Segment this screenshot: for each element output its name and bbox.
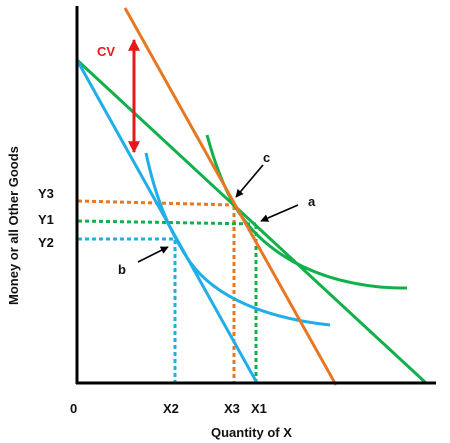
y-tick-label-y2: Y2 xyxy=(38,235,54,250)
origin-label: 0 xyxy=(70,401,77,416)
x-axis-title: Quantity of X xyxy=(211,425,292,440)
budget-line-compensated xyxy=(123,7,338,386)
budget-line-new xyxy=(75,59,259,384)
x-tick-label-x2: X2 xyxy=(163,401,179,416)
point-label-a: a xyxy=(308,194,316,209)
point-label-c: c xyxy=(263,150,270,165)
y-axis-title: Money or all Other Goods xyxy=(6,146,21,305)
y-tick-label-y3: Y3 xyxy=(38,186,54,201)
indifference-curve-original xyxy=(205,134,408,290)
pointer-arrow-a xyxy=(260,204,299,222)
y-tick-label-y1: Y1 xyxy=(38,212,54,227)
cv-label: CV xyxy=(97,44,115,59)
y1-guide-horizontal xyxy=(77,219,257,226)
pointer-arrow-b xyxy=(137,246,169,263)
pointer-arrow-c xyxy=(235,164,264,198)
x-tick-label-x3: X3 xyxy=(224,401,240,416)
point-label-b: b xyxy=(118,262,126,277)
x-tick-label-x1: X1 xyxy=(251,401,267,416)
